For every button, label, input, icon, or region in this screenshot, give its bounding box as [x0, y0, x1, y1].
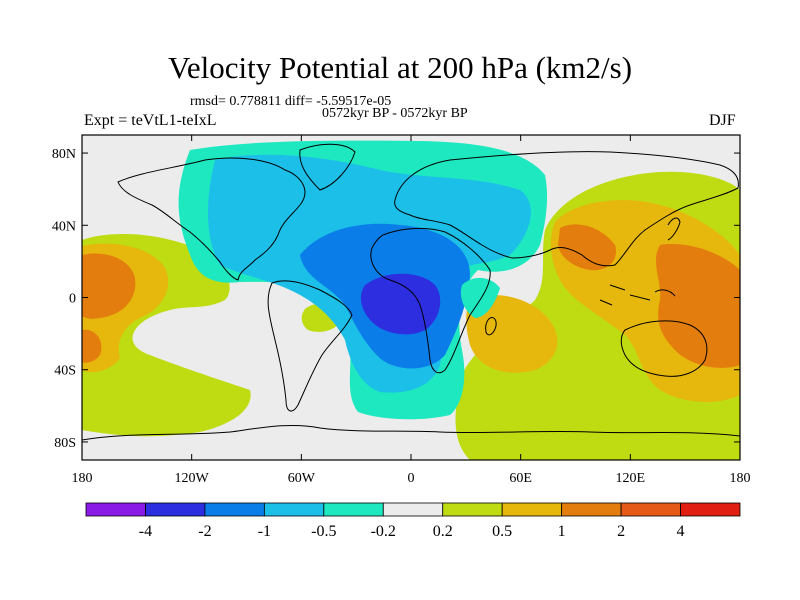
- colorbar-swatch: [382, 502, 444, 517]
- colorbar-swatch: [680, 502, 741, 517]
- colorbar-swatch: [323, 502, 384, 517]
- period-label: 0572kyr BP - 0572kyr BP: [322, 106, 468, 121]
- contour-indian-ocean-orange: [466, 295, 558, 373]
- x-tick-label: 60W: [288, 471, 316, 486]
- colorbar-swatch: [501, 502, 563, 517]
- colorbar: -4 -2 -1 -0.5 -0.2 0.2 0.5 1 2 4: [85, 502, 741, 540]
- x-tick-label: 60E: [509, 471, 532, 486]
- experiment-label: Expt = teVtL1-teIxL: [84, 112, 217, 129]
- coast-maritime-islands: [599, 284, 676, 306]
- x-tick-label: 0: [408, 471, 415, 486]
- x-tick-label: 120W: [175, 471, 210, 486]
- y-tick-label: 40N: [52, 219, 76, 234]
- coast-eurasia: [394, 151, 739, 267]
- colorbar-label: -1: [258, 523, 271, 540]
- x-tick-label: 120E: [616, 471, 646, 486]
- x-axis: 180 120W 60W 0 60E 120E 180: [72, 135, 751, 486]
- coast-madagascar: [485, 317, 497, 336]
- contour-china-core: [558, 224, 616, 271]
- rmsd-stats: rmsd= 0.778811 diff= -5.59517e-05: [190, 94, 392, 109]
- chart-title: Velocity Potential at 200 hPa (km2/s): [167, 50, 633, 85]
- contour-east-africa-cyan: [460, 277, 500, 318]
- coast-japan: [667, 217, 681, 241]
- coast-north-america: [117, 157, 306, 281]
- contour-atlantic-deepblue: [360, 273, 441, 335]
- coast-antarctica: [82, 424, 740, 441]
- colorbar-label: 0.2: [433, 523, 453, 540]
- coast-australia: [620, 320, 708, 377]
- coast-africa: [370, 227, 491, 374]
- colorbar-swatch: [145, 502, 206, 517]
- colorbar-swatch: [85, 502, 146, 517]
- colorbar-label: -2: [198, 523, 211, 540]
- x-tick-label: 180: [730, 471, 751, 486]
- coastlines: [82, 143, 740, 441]
- season-label: DJF: [709, 112, 736, 129]
- coast-south-america: [267, 280, 353, 412]
- colorbar-label: 0.5: [492, 523, 512, 540]
- colorbar-swatch: [561, 502, 622, 517]
- colorbar-label: -4: [139, 523, 152, 540]
- y-axis: 80N 40N 0 40S 80S: [52, 147, 740, 451]
- coast-greenland: [299, 143, 356, 191]
- colorbar-label: 2: [617, 523, 625, 540]
- contour-maritime-core: [655, 244, 740, 368]
- y-tick-label: 80N: [52, 147, 76, 162]
- y-tick-label: 0: [69, 292, 76, 307]
- colorbar-label: -0.5: [311, 523, 336, 540]
- colorbar-label: 1: [558, 523, 566, 540]
- x-tick-label: 180: [72, 471, 93, 486]
- contour-dateline-south-core: [82, 329, 102, 363]
- colorbar-label: 4: [677, 523, 685, 540]
- y-tick-label: 80S: [54, 436, 76, 451]
- colorbar-swatch: [442, 502, 503, 517]
- colorbar-swatch: [263, 502, 325, 517]
- velocity-potential-field: [82, 135, 740, 460]
- contour-dateline-core: [82, 253, 136, 319]
- y-tick-label: 40S: [54, 364, 76, 379]
- colorbar-swatch: [204, 502, 265, 517]
- colorbar-label: -0.2: [371, 523, 396, 540]
- colorbar-swatch: [620, 502, 681, 517]
